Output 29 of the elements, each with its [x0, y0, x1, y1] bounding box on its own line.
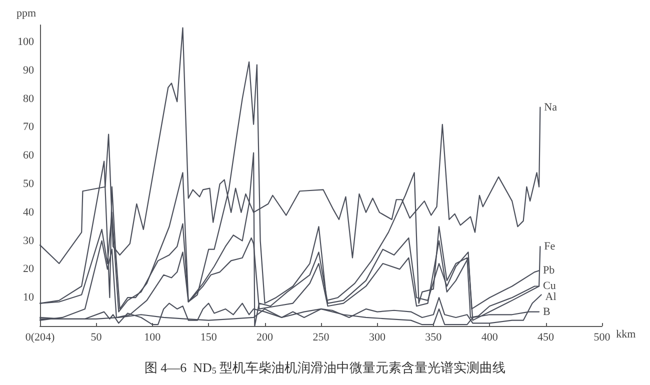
x-tick-label: 200: [256, 332, 274, 344]
series-label: B: [543, 306, 550, 318]
x-tick-label: 400: [481, 332, 498, 344]
y-tick-label: 70: [23, 121, 34, 134]
y-tick-label: 10: [23, 292, 34, 304]
y-tick-label: 60: [23, 150, 34, 162]
y-tick-label: 90: [23, 64, 34, 76]
x-tick-label: 0(204): [25, 332, 55, 344]
series-label: Fe: [544, 240, 556, 252]
x-tick-label: 50: [90, 332, 102, 344]
y-axis-title: ppm: [16, 8, 36, 20]
y-tick-label: 50: [23, 178, 34, 190]
x-tick-label: 150: [200, 332, 218, 344]
x-tick-label: 300: [368, 332, 386, 344]
y-tick-label: 100: [18, 36, 34, 48]
y-tick-label: 80: [23, 92, 34, 105]
x-tick-label: 500: [594, 332, 611, 344]
y-tick-label: 30: [23, 234, 34, 247]
x-tick-label: 100: [144, 332, 162, 344]
series-label: Na: [544, 101, 558, 114]
series-label: Cu: [543, 280, 556, 292]
series-label: Al: [545, 291, 556, 304]
series-label: Pb: [543, 264, 556, 277]
y-tick-label: 20: [23, 263, 34, 276]
y-tick-label: 40: [23, 206, 34, 218]
x-tick-label: 450: [538, 332, 555, 344]
x-tick-label: 350: [425, 332, 442, 344]
x-axis-title: kkm: [616, 328, 636, 340]
x-tick-label: 250: [312, 332, 330, 344]
